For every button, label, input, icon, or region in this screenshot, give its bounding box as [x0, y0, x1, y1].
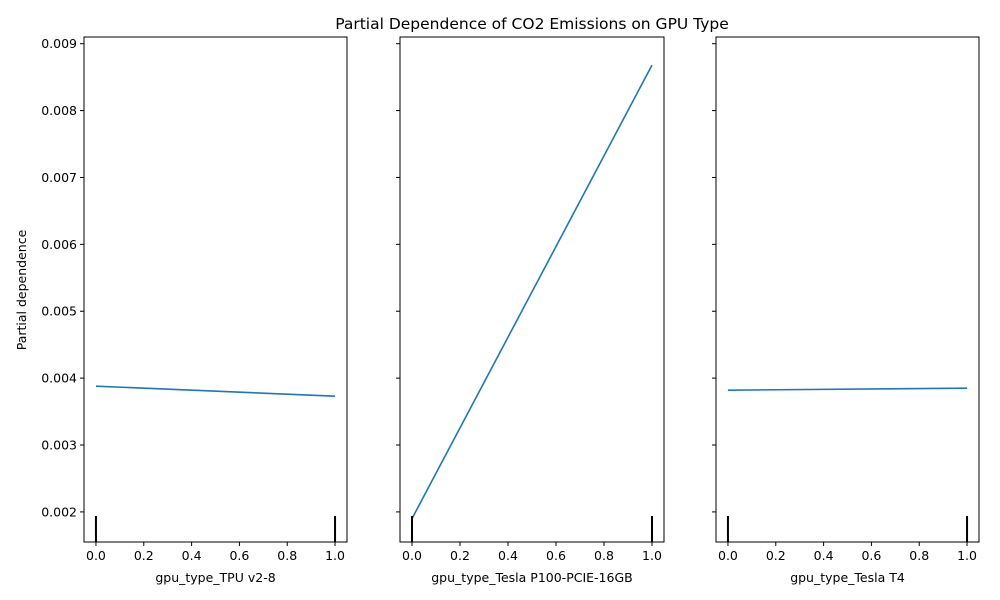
- x-axis-label: gpu_type_Tesla T4: [790, 570, 905, 585]
- x-tick-label: 1.0: [325, 548, 345, 563]
- x-axis-label: gpu_type_Tesla P100-PCIE-16GB: [431, 570, 632, 585]
- y-tick-label: 0.002: [41, 504, 77, 519]
- y-tick-label: 0.003: [41, 438, 77, 453]
- pd-line: [727, 387, 968, 391]
- axes-frame: [715, 36, 980, 543]
- panel-1: 0.0 0.2 0.4 0.6 0.8 1.0 0.002 0.003 0.004 0.005 0.…: [41, 36, 348, 585]
- y-tick-label: 0.004: [41, 371, 77, 386]
- y-axis-label: Partial dependence: [14, 229, 29, 350]
- y-tick-label: 0.007: [41, 170, 77, 185]
- x-tick-label: 0.2: [134, 548, 154, 563]
- axes-frame: [83, 36, 348, 543]
- x-tick-label: 0.4: [814, 548, 834, 563]
- x-tick-label: 0.8: [277, 548, 297, 563]
- x-tick-label: 1.0: [957, 548, 977, 563]
- x-tick-label: 0.8: [594, 548, 614, 563]
- x-tick-label: 1.0: [642, 548, 662, 563]
- x-tick-label: 0.0: [402, 548, 422, 563]
- y-tick-label: 0.009: [41, 36, 77, 51]
- x-tick-label: 0.6: [546, 548, 566, 563]
- y-tick-label: 0.008: [41, 103, 77, 118]
- x-tick-label: 0.8: [909, 548, 929, 563]
- panels: 0.0 0.2 0.4 0.6 0.8 1.0 0.002 0.003 0.004 0.005 0.…: [41, 36, 980, 585]
- x-tick-label: 0.6: [229, 548, 249, 563]
- x-tick-label: 0.4: [498, 548, 518, 563]
- x-tick-label: 0.4: [182, 548, 202, 563]
- y-tick-label: 0.006: [41, 237, 77, 252]
- x-tick-label: 0.0: [718, 548, 738, 563]
- panel-2: 0.0 0.2 0.4 0.6 0.8 1.0 gpu_type_Tesla P100-PC…: [396, 36, 665, 585]
- axes-frame: [399, 36, 665, 543]
- y-tick-label: 0.005: [41, 304, 77, 319]
- pd-line: [95, 385, 336, 397]
- x-tick-label: 0.2: [450, 548, 470, 563]
- x-tick-label: 0.2: [766, 548, 786, 563]
- x-axis-label: gpu_type_TPU v2-8: [155, 570, 275, 585]
- pd-line: [411, 64, 653, 519]
- chart-title: Partial Dependence of CO2 Emissions on G…: [335, 15, 729, 33]
- panel-3: 0.0 0.2 0.4 0.6 0.8 1.0 gpu_type_Tesla T4: [712, 36, 980, 585]
- x-tick-label: 0.6: [861, 548, 881, 563]
- x-tick-label: 0.0: [86, 548, 106, 563]
